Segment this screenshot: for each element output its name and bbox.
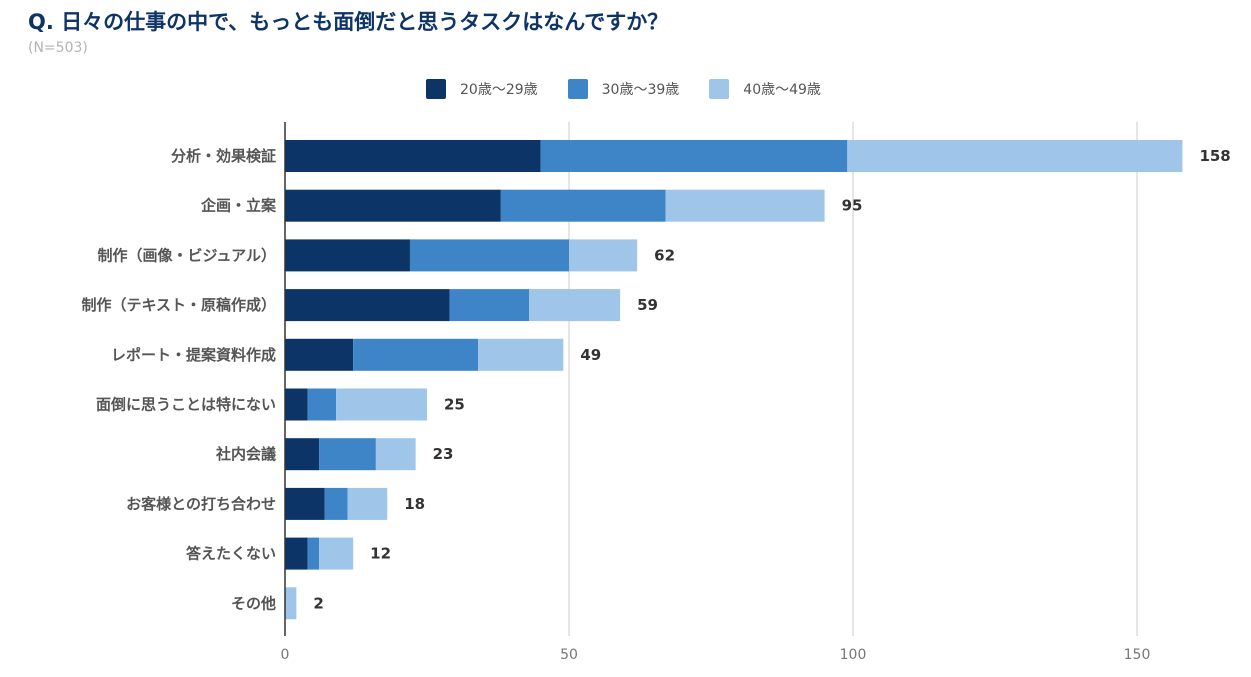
bar-segment <box>336 388 427 421</box>
bar-segment <box>285 388 308 421</box>
legend-item-20s: 20歳〜29歳 <box>426 79 538 99</box>
bar-segment <box>569 239 638 272</box>
bar-segment <box>324 487 348 520</box>
total-value-label: 59 <box>637 296 658 314</box>
bar-segment <box>285 537 308 570</box>
total-value-label: 12 <box>370 545 391 563</box>
bar-segment <box>285 487 325 520</box>
bar-segment <box>409 239 569 272</box>
bar-segment <box>285 587 297 620</box>
total-value-label: 95 <box>842 197 863 215</box>
bar-segment <box>529 289 621 322</box>
bar-segment <box>353 338 479 371</box>
bar-segment <box>285 239 410 272</box>
category-label: レポート・提案資料作成 <box>111 346 276 364</box>
total-value-label: 62 <box>654 246 675 264</box>
chart-subtitle: (N=503) <box>28 40 88 56</box>
bar-segment <box>285 189 501 222</box>
bar-segment <box>319 537 354 570</box>
bar-segment <box>285 140 541 172</box>
bar-segment <box>319 438 376 471</box>
total-value-label: 18 <box>404 495 425 513</box>
category-label: 答えたくない <box>186 545 276 563</box>
bar-segment <box>449 289 530 322</box>
total-value-label: 2 <box>313 594 323 612</box>
x-tick-label: 100 <box>840 647 867 663</box>
total-value-label: 158 <box>1199 147 1230 165</box>
legend-swatch-20s <box>426 79 446 99</box>
category-label: 社内会議 <box>215 445 276 463</box>
legend: 20歳〜29歳 30歳〜39歳 40歳〜49歳 <box>426 79 821 99</box>
total-value-label: 23 <box>433 445 454 463</box>
bar-segment <box>285 338 354 371</box>
bar-segment <box>478 338 564 371</box>
legend-swatch-40s <box>709 79 730 99</box>
bar-segment <box>665 189 825 222</box>
category-label: お客様との打ち合わせ <box>126 495 276 513</box>
x-tick-label: 150 <box>1124 647 1151 663</box>
bar-segment <box>500 189 666 222</box>
bar-segment <box>347 487 388 520</box>
category-label: 制作（画像・ビジュアル） <box>97 246 276 264</box>
legend-item-30s: 30歳〜39歳 <box>567 79 680 99</box>
legend-item-40s: 40歳〜49歳 <box>709 79 821 99</box>
total-value-label: 25 <box>444 396 465 414</box>
category-label: 面倒に思うことは特にない <box>96 396 276 414</box>
x-tick-label: 50 <box>560 647 578 663</box>
chart-title: Q. 日々の仕事の中で、もっとも面倒だと思うタスクはなんですか？ <box>28 10 669 34</box>
legend-swatch-30s <box>567 79 588 99</box>
total-value-label: 49 <box>580 346 601 364</box>
category-label: 制作（テキスト・原稿作成） <box>81 296 276 314</box>
x-tick-label: 0 <box>281 647 290 663</box>
category-label: その他 <box>231 594 276 612</box>
legend-label-20s: 20歳〜29歳 <box>460 82 538 98</box>
bar-segment <box>375 438 416 471</box>
bar-segment <box>540 140 848 172</box>
category-label: 分析・効果検証 <box>171 147 276 165</box>
bar-segment <box>285 289 450 322</box>
category-label: 企画・立案 <box>200 197 277 215</box>
legend-label-40s: 40歳〜49歳 <box>743 82 821 98</box>
legend-label-30s: 30歳〜39歳 <box>601 82 680 98</box>
bar-segment <box>285 438 320 471</box>
bar-segment <box>307 388 337 421</box>
bar-segment <box>847 140 1183 172</box>
bar-segment <box>307 537 320 570</box>
